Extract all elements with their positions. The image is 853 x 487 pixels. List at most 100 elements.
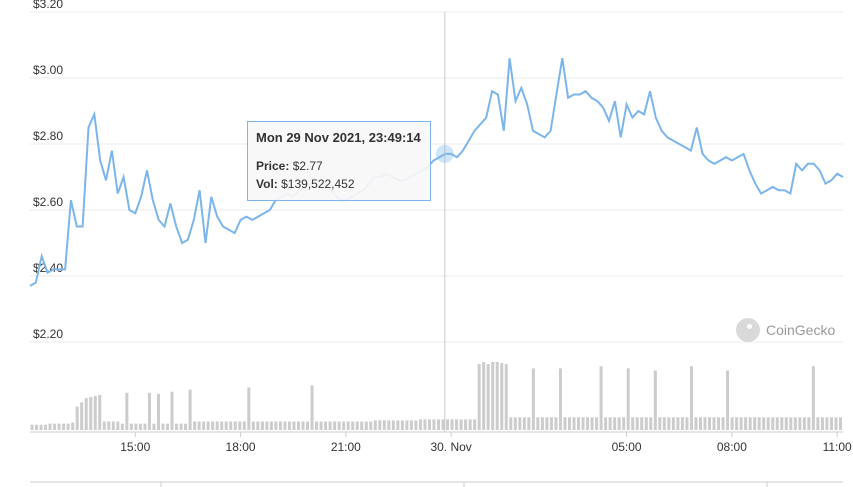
volume-bar — [811, 366, 815, 430]
volume-bar — [784, 417, 788, 430]
volume-bar — [464, 419, 468, 430]
volume-bar — [446, 419, 450, 430]
volume-bar — [256, 421, 260, 430]
volume-bar — [613, 417, 617, 430]
volume-bar — [328, 421, 332, 430]
volume-bars — [30, 362, 842, 430]
hover-marker — [435, 144, 454, 163]
tooltip-vol-row: Vol: $139,522,452 — [256, 175, 422, 193]
tooltip-price-value: $2.77 — [292, 159, 323, 173]
volume-bar — [116, 421, 120, 430]
volume-bar — [549, 417, 553, 430]
volume-bar — [391, 420, 395, 430]
volume-bar — [825, 417, 829, 430]
volume-bar — [771, 417, 775, 430]
volume-bar — [590, 417, 594, 430]
volume-bar — [468, 419, 472, 430]
volume-bar — [30, 424, 34, 430]
volume-bar — [364, 421, 368, 430]
volume-bar — [57, 423, 61, 430]
volume-bar — [558, 368, 562, 430]
volume-bar — [224, 421, 228, 430]
volume-bar — [134, 423, 138, 430]
volume-bar — [193, 421, 197, 430]
volume-bar — [495, 362, 499, 430]
volume-bar — [93, 396, 97, 430]
volume-bar — [292, 421, 296, 430]
volume-bar — [166, 423, 170, 430]
volume-bar — [346, 421, 350, 430]
volume-bar — [129, 423, 133, 430]
volume-bar — [98, 394, 102, 430]
volume-bar — [437, 419, 441, 430]
volume-bar — [820, 417, 824, 430]
x-tick-label: 11:00 — [823, 440, 852, 454]
volume-bar — [703, 417, 707, 430]
volume-bar — [536, 417, 540, 430]
volume-bar — [522, 417, 526, 430]
volume-bar — [138, 423, 142, 430]
volume-bar — [617, 417, 621, 430]
volume-bar — [387, 420, 391, 430]
grid-lines — [30, 11, 843, 343]
x-tick-label: 18:00 — [226, 440, 256, 454]
volume-bar — [708, 417, 712, 430]
volume-bar — [206, 421, 210, 430]
volume-bar — [829, 417, 833, 430]
volume-bar — [197, 421, 201, 430]
volume-bar — [680, 417, 684, 430]
volume-bar — [567, 417, 571, 430]
volume-bar — [721, 417, 725, 430]
volume-bar — [156, 393, 160, 430]
volume-bar — [152, 423, 156, 430]
volume-bar — [644, 417, 648, 430]
volume-bar — [66, 423, 70, 430]
volume-bar — [500, 363, 504, 430]
volume-bar — [586, 417, 590, 430]
volume-bar — [405, 420, 409, 430]
volume-bar — [631, 417, 635, 430]
volume-bar — [671, 417, 675, 430]
tooltip-vol-label: Vol: — [256, 177, 278, 191]
volume-bar — [251, 421, 255, 430]
volume-bar — [71, 422, 75, 430]
volume-bar — [838, 417, 842, 430]
volume-bar — [667, 417, 671, 430]
volume-bar — [238, 421, 242, 430]
volume-bar — [301, 421, 305, 430]
volume-bar — [75, 406, 79, 430]
volume-bar — [170, 391, 174, 430]
volume-bar — [689, 366, 693, 430]
volume-bar — [694, 417, 698, 430]
volume-bar — [315, 421, 319, 430]
volume-bar — [382, 420, 386, 430]
volume-bar — [658, 417, 662, 430]
y-axis-ticks: $3.20$3.00$2.80$2.60$2.40$2.20 — [33, 0, 63, 341]
volume-bar — [635, 417, 639, 430]
tooltip-price-label: Price: — [256, 159, 290, 173]
tooltip-title: Mon 29 Nov 2021, 23:49:14 — [256, 130, 421, 145]
volume-bar — [427, 419, 431, 430]
volume-bar — [265, 421, 269, 430]
volume-bar — [518, 417, 522, 430]
volume-bar — [48, 423, 52, 430]
volume-bar — [753, 417, 757, 430]
volume-bar — [477, 364, 481, 430]
volume-bar — [622, 417, 626, 430]
y-tick-label: $3.00 — [33, 63, 63, 77]
volume-bar — [360, 421, 364, 430]
volume-bar — [102, 421, 106, 430]
volume-bar — [220, 421, 224, 430]
volume-bar — [789, 417, 793, 430]
tooltip-price-row: Price: $2.77 — [256, 157, 422, 175]
volume-bar — [229, 421, 233, 430]
volume-bar — [527, 417, 531, 430]
volume-bar — [640, 417, 644, 430]
chart-tooltip: Mon 29 Nov 2021, 23:49:14 Price: $2.77 V… — [247, 121, 431, 201]
volume-bar — [653, 370, 657, 430]
volume-bar — [509, 417, 513, 430]
volume-bar — [563, 417, 567, 430]
volume-bar — [351, 421, 355, 430]
volume-bar — [504, 364, 508, 430]
volume-bar — [608, 417, 612, 430]
